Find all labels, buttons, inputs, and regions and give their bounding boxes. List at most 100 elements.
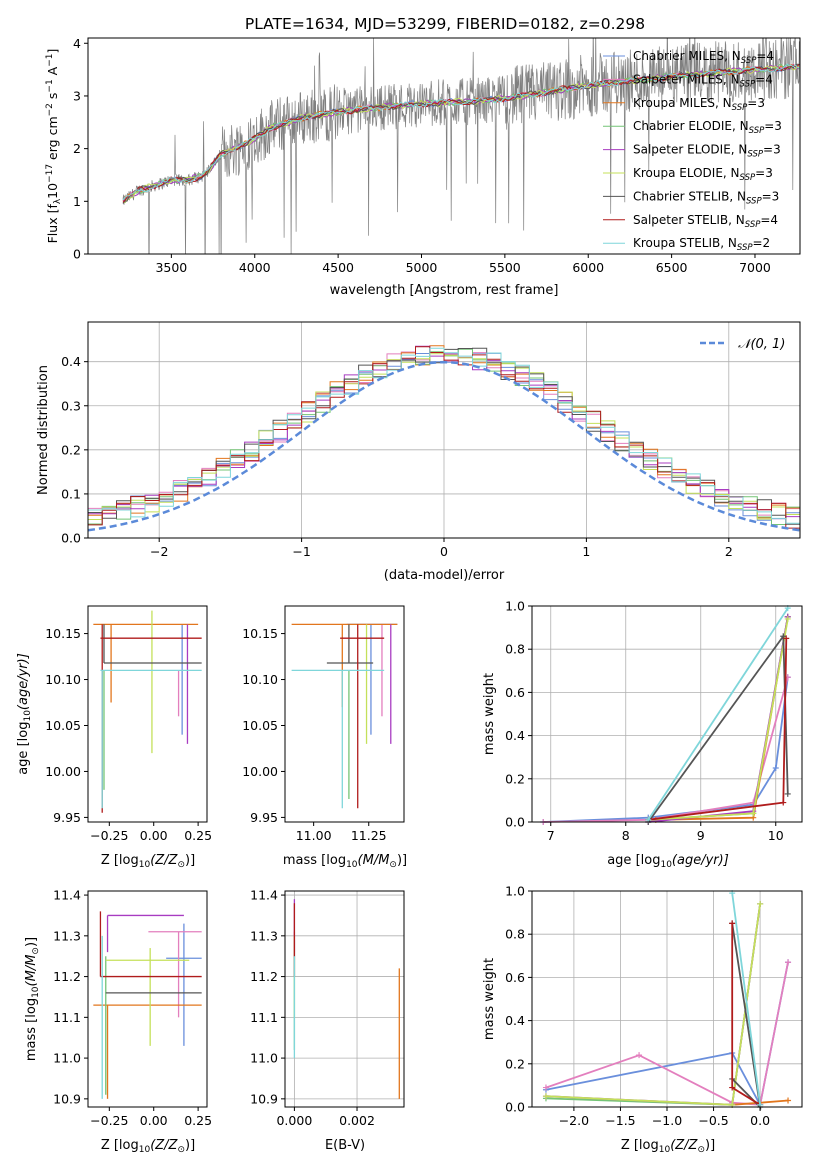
legend-label-sub: SSP <box>737 243 753 253</box>
mass-weight-vs-age-y-label: mass weight <box>482 673 497 755</box>
mass-weight-vs-age-point-marker <box>780 799 787 806</box>
legend-label-sub: SSP <box>741 56 757 66</box>
mass-weight-vs-age-x-tick-label: 8 <box>622 828 630 843</box>
mass-weight-vs-age-panel: 7 8 9 10 0.0 0.2 0.4 0.6 0.8 1.0 age [log10(age/… <box>482 599 803 870</box>
age-vs-metallicity-y-tick-label: 10.10 <box>45 672 81 687</box>
normal-legend-label: 𝒩(0, 1) <box>738 337 785 352</box>
legend-label-value: =4 <box>760 213 778 227</box>
legend-label-sub: SSP <box>746 196 762 206</box>
mass-weight-vs-metallicity-point-marker <box>757 900 764 907</box>
mass-vs-metallicity-x-tick-label: 0.00 <box>140 1113 168 1128</box>
mass-weight-vs-age-plot-area <box>540 605 791 825</box>
mass-weight-vs-metallicity-point-marker <box>729 920 736 927</box>
mass-weight-vs-metallicity-x-tick-label: 0.0 <box>750 1113 770 1128</box>
mass-weight-vs-age-point-marker <box>783 635 790 642</box>
age-vs-metallicity-y-tick-label: 9.95 <box>53 810 81 825</box>
mass-weight-vs-age-x-tick-label: 10 <box>768 828 784 843</box>
legend-label-sub: SSP <box>740 173 756 183</box>
mass-weight-vs-age-point-marker <box>772 765 779 771</box>
mass-weight-vs-age-point-marker <box>750 810 757 817</box>
age-vs-metallicity-x-tick-label: −0.25 <box>90 828 128 843</box>
spectrum-y-tick-label: 3 <box>73 88 81 103</box>
age-vs-metallicity-x-tick-label: 0.25 <box>184 828 212 843</box>
mass-weight-vs-metallicity-y-tick-label: 0.2 <box>505 1056 525 1071</box>
mass-vs-metallicity-frame <box>87 890 208 1108</box>
mass-weight-vs-metallicity-x-tick-label: −1.0 <box>652 1113 682 1128</box>
age-vs-mass-y-tick-label: 10.15 <box>242 626 278 641</box>
histogram-x-tick-label: 1 <box>582 544 590 559</box>
mass-weight-vs-metallicity-series-line <box>731 893 761 1105</box>
legend-label-name: Chabrier STELIB, N <box>633 189 746 203</box>
mass-vs-metallicity-y-tick-label: 10.9 <box>53 1091 81 1106</box>
legend-label: Kroupa STELIB, NSSP=2 <box>633 236 770 253</box>
age-vs-mass-y-tick-label: 10.10 <box>242 672 278 687</box>
mass-weight-vs-age-y-tick-label: 0.2 <box>505 771 525 786</box>
spectrum-lines <box>122 38 800 254</box>
histogram-x-ticks: −2 −1 0 1 2 <box>150 538 733 559</box>
mass-vs-extinction-y-tick-label: 11.3 <box>250 928 278 943</box>
legend-label: Chabrier ELODIE, NSSP=3 <box>633 119 782 136</box>
legend-label: Salpeter MILES, NSSP=4 <box>633 72 773 89</box>
mass-weight-vs-age-y-tick-label: 1.0 <box>505 599 525 614</box>
mass-vs-metallicity-plot-area <box>93 911 202 1099</box>
mass-weight-vs-metallicity-y-label: mass weight <box>482 958 497 1040</box>
mass-weight-vs-metallicity-point-marker <box>636 1052 643 1059</box>
legend-label-name: Chabrier MILES, N <box>633 49 741 63</box>
mass-weight-vs-age-x-label: age [log10(age/yr)] <box>607 853 729 870</box>
spectrum-x-tick-label: 7000 <box>739 260 771 275</box>
legend-label: Chabrier MILES, NSSP=4 <box>633 49 774 66</box>
legend-label-sub: SSP <box>732 103 748 113</box>
age-vs-metallicity-frame <box>87 605 208 823</box>
mass-vs-metallicity-y-tick-label: 11.0 <box>53 1051 81 1066</box>
model-spectrum-line <box>122 65 800 204</box>
age-vs-metallicity-x-tick-label: 0.00 <box>140 828 168 843</box>
spectrum-x-ticks: 3500 4000 4500 5000 5500 6000 6500 7000 <box>155 254 771 275</box>
legend-label-sub: SSP <box>747 150 763 160</box>
legend-label-value: =4 <box>756 49 774 63</box>
mass-weight-vs-metallicity-plot-area <box>542 890 792 1110</box>
legend-label-value: =3 <box>763 143 781 157</box>
legend-label: Salpeter ELODIE, NSSP=3 <box>633 143 781 160</box>
spectrum-y-label: Flux [fλ10−17 erg cm−2 s−1 A−1] <box>45 49 63 244</box>
age-vs-mass-frame <box>284 605 405 823</box>
figure-title: PLATE=1634, MJD=53299, FIBERID=0182, z=0… <box>245 15 645 33</box>
mass-weight-vs-age-series-line <box>647 607 789 821</box>
histogram-x-tick-label: −1 <box>292 544 310 559</box>
histogram-y-label: Normed distribution <box>36 365 51 495</box>
mass-vs-metallicity-x-ticks: −0.25 0.00 0.25 <box>90 1107 212 1128</box>
mass-weight-vs-metallicity-point-marker <box>785 1097 792 1104</box>
mass-vs-extinction-panel: 0.000 0.002 10.9 11.0 11.1 11.2 11.3 11.4 E(B-… <box>250 888 405 1153</box>
normal-distribution-curve <box>87 360 801 532</box>
mass-weight-vs-age-x-tick-label: 9 <box>697 828 705 843</box>
observed-spectrum-line <box>122 38 800 254</box>
mass-weight-vs-metallicity-y-ticks: 0.0 0.2 0.4 0.6 0.8 1.0 <box>505 884 532 1115</box>
mass-vs-extinction-y-tick-label: 10.9 <box>250 1091 278 1106</box>
spectrum-x-tick-label: 6500 <box>656 260 688 275</box>
mass-vs-extinction-x-tick-label: 0.002 <box>339 1113 375 1128</box>
mass-vs-extinction-y-ticks: 10.9 11.0 11.1 11.2 11.3 11.4 <box>250 888 285 1106</box>
spectrum-x-tick-label: 4000 <box>239 260 271 275</box>
legend-label-name: Kroupa ELODIE, N <box>633 166 740 180</box>
mass-vs-extinction-x-tick-label: 0.000 <box>276 1113 312 1128</box>
mass-vs-metallicity-y-label: mass [log10(M/M⊙)] <box>24 937 41 1061</box>
histogram-x-label: (data-model)/error <box>384 568 505 583</box>
spectrum-x-tick-label: 5500 <box>489 260 521 275</box>
age-vs-metallicity-y-tick-label: 10.00 <box>45 764 81 779</box>
spectrum-y-tick-label: 1 <box>73 194 81 209</box>
mass-weight-vs-metallicity-x-tick-label: −1.5 <box>605 1113 635 1128</box>
age-vs-mass-x-ticks: 11.00 11.25 <box>296 822 387 843</box>
spectrum-y-tick-label: 4 <box>73 36 81 51</box>
legend-label-value: =3 <box>764 119 782 133</box>
residual-histogram-panel: −2 −1 0 1 2 0.0 0.1 0.2 0.3 0.4 (data-model)/err… <box>36 321 801 583</box>
mass-vs-metallicity-y-tick-label: 11.1 <box>53 1010 81 1025</box>
histogram-y-tick-label: 0.4 <box>61 354 81 369</box>
spectrum-plot-area <box>122 38 800 254</box>
mass-weight-vs-metallicity-point-marker <box>785 959 792 966</box>
mass-vs-extinction-y-tick-label: 11.1 <box>250 1010 278 1025</box>
mass-weight-vs-age-x-ticks: 7 8 9 10 <box>547 822 784 843</box>
mass-vs-metallicity-x-tick-label: −0.25 <box>90 1113 128 1128</box>
mass-vs-metallicity-y-tick-label: 11.4 <box>53 888 81 903</box>
mass-weight-vs-age-y-tick-label: 0.4 <box>505 728 525 743</box>
age-vs-metallicity-y-tick-label: 10.05 <box>45 718 81 733</box>
